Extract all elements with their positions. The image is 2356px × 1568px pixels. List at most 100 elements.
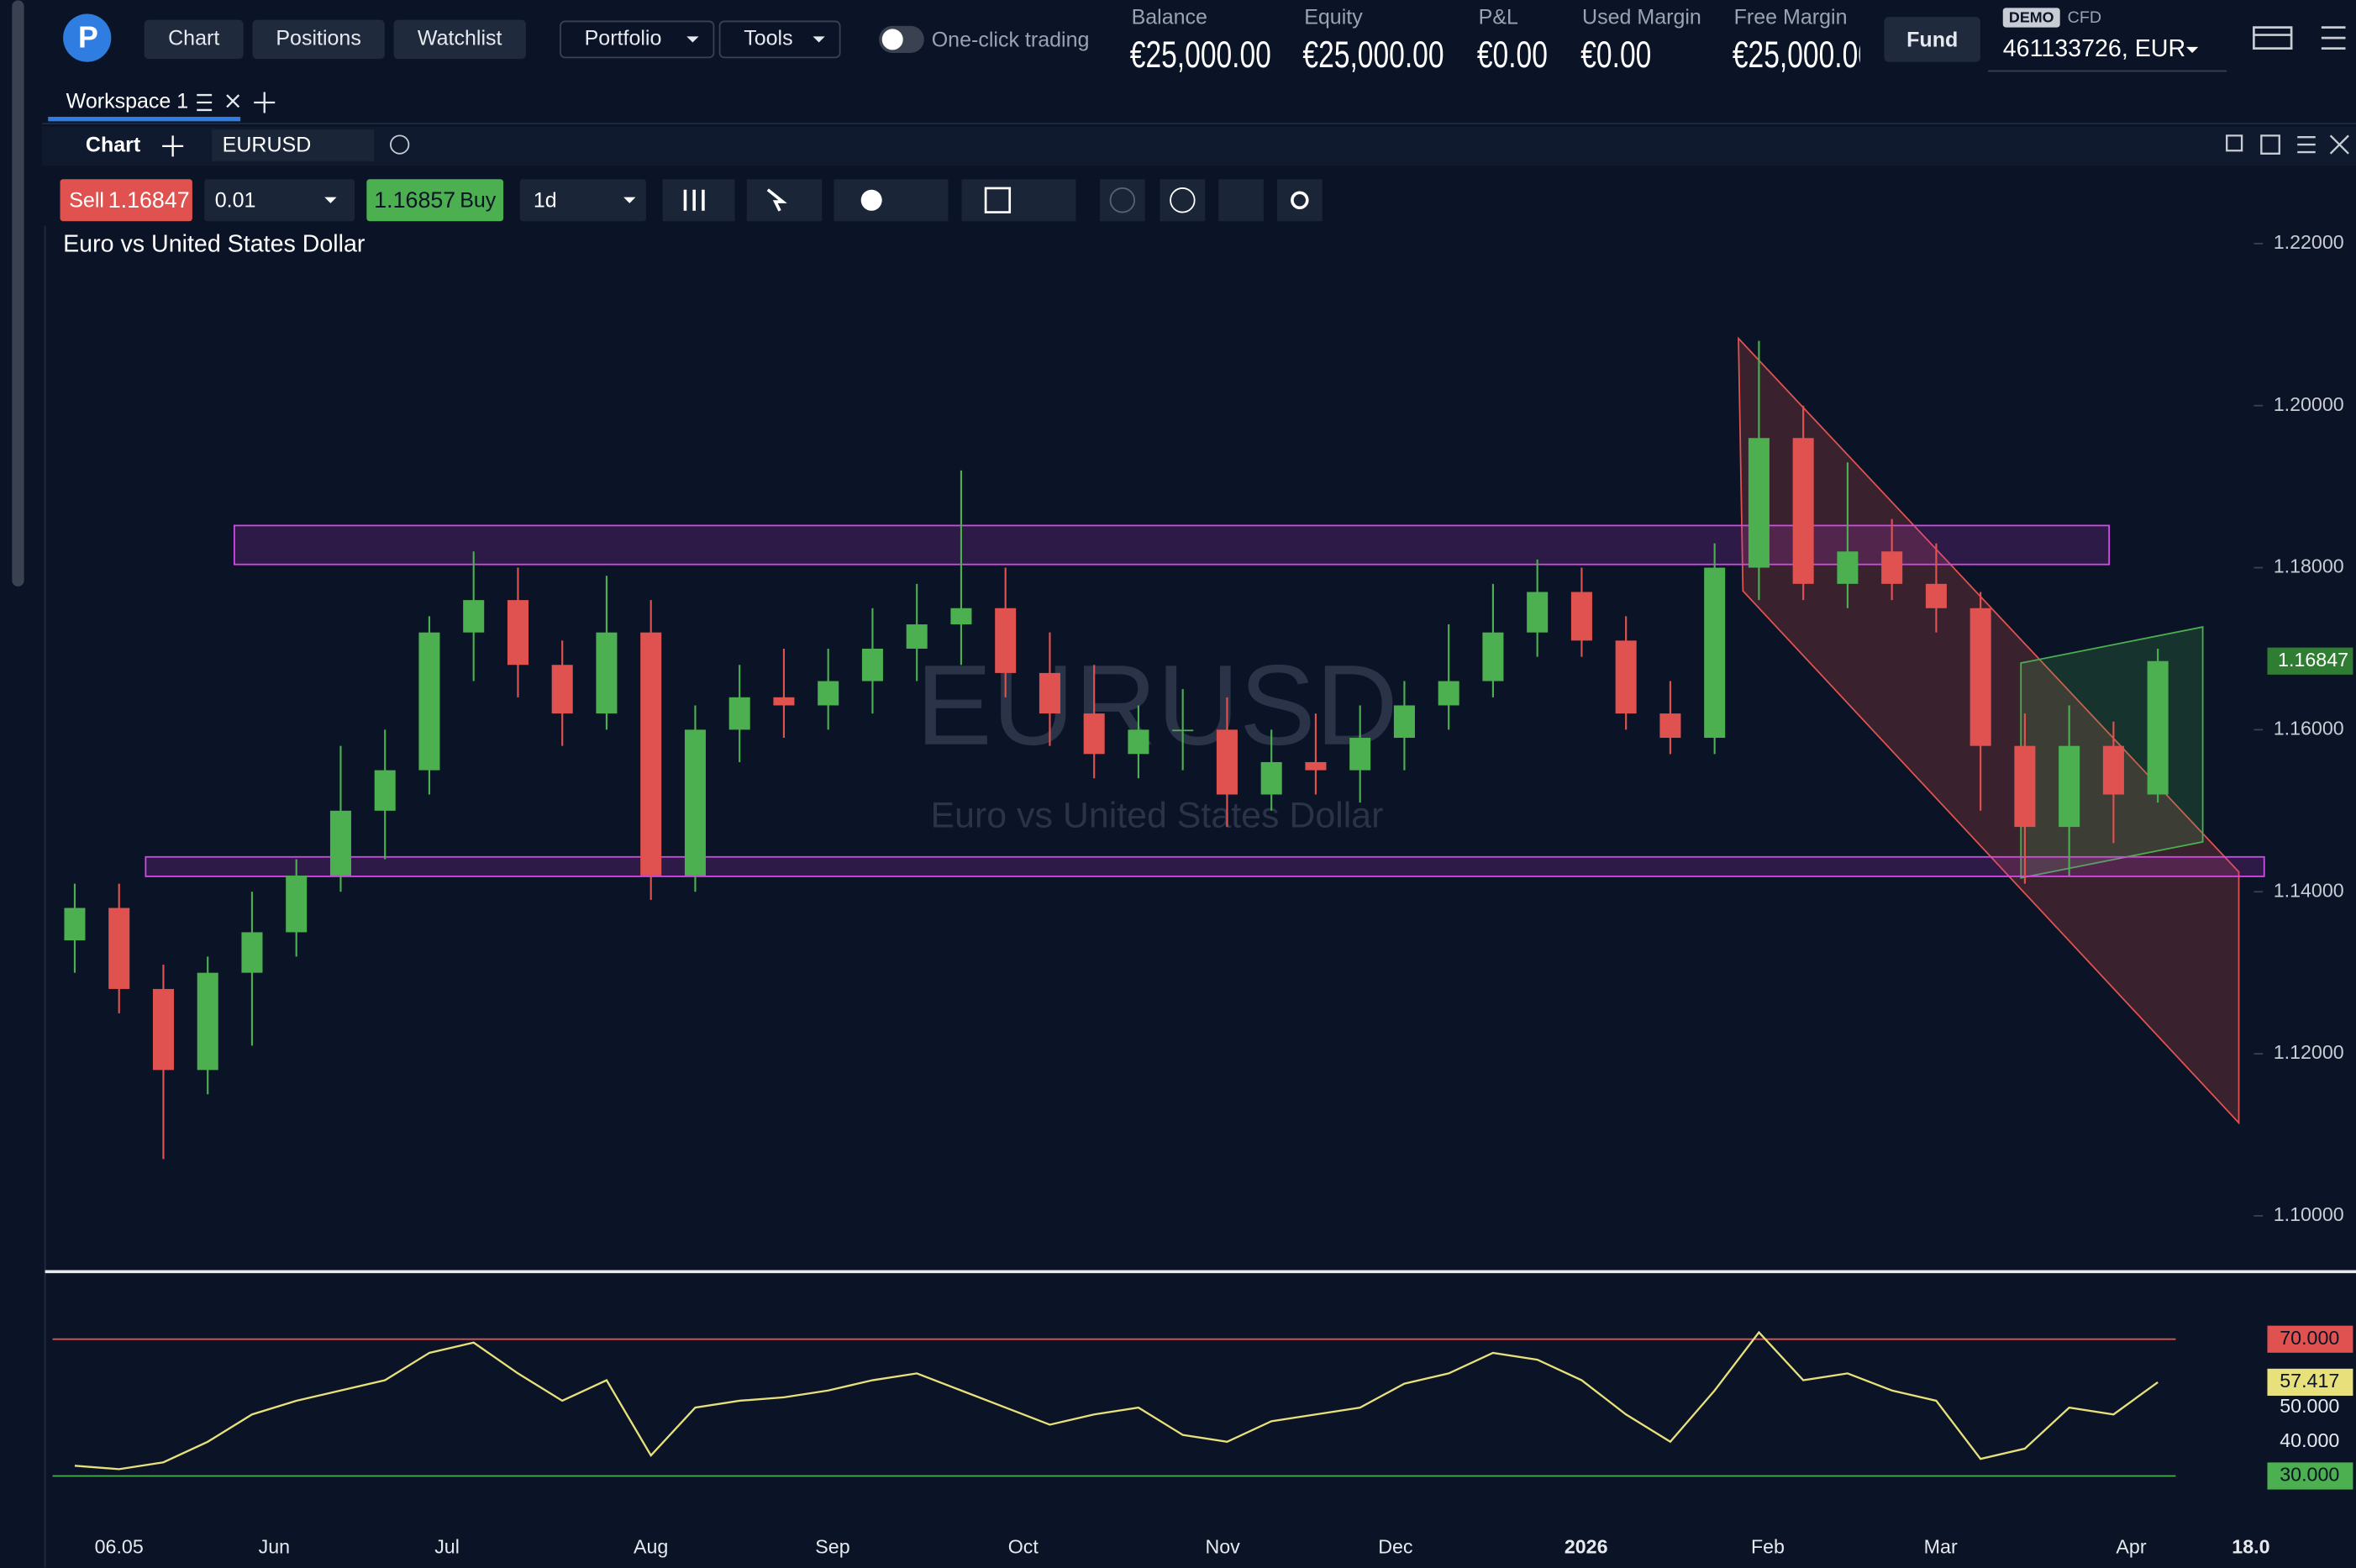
buy-button[interactable] (366, 179, 504, 222)
watermark: EURUSD (916, 641, 1398, 769)
interval-box[interactable] (519, 179, 646, 222)
x-tick-label: Jun (259, 1535, 290, 1557)
candle-body (2102, 745, 2124, 795)
candle-body (507, 600, 529, 666)
demo-badge (2002, 8, 2060, 28)
x-tick-label: Nov (1205, 1535, 1240, 1557)
candle-body (2014, 745, 2036, 828)
x-tick-label: Apr (2116, 1535, 2146, 1557)
menu-icon[interactable] (2321, 26, 2346, 50)
tool-button[interactable] (662, 179, 735, 222)
logo-mark: P (78, 20, 98, 54)
candle-body (1837, 551, 1859, 584)
layout-icon[interactable] (2253, 26, 2293, 50)
interval: 1d (534, 189, 557, 213)
x-tick-label: Oct (1008, 1535, 1039, 1557)
x-tick-label: 2026 (1565, 1535, 1608, 1557)
candle-body (1881, 551, 1903, 584)
level-label: 30.000 (2280, 1464, 2339, 1486)
tool-button[interactable] (1277, 179, 1323, 222)
y-tick-label: 1.16000 (2274, 718, 2344, 739)
candle-body (861, 648, 883, 681)
x-tick-label: Aug (634, 1535, 668, 1557)
level-label: 70.000 (2280, 1327, 2339, 1349)
rsi-pane: 70.000 30.000 50.000 40.000 57.417 (52, 1325, 2353, 1490)
stat-value: €25,000.00 (1733, 34, 1874, 76)
fund-button[interactable] (1884, 17, 1980, 62)
candle-body (818, 681, 839, 706)
info-icon[interactable] (390, 134, 410, 155)
tool-button[interactable] (1100, 179, 1145, 222)
x-tick-label: Feb (1751, 1535, 1785, 1557)
candle-body (906, 624, 928, 649)
candle-body (1748, 438, 1770, 568)
account[interactable]: 461133726, EUR (2003, 35, 2185, 62)
level-badge (2267, 1462, 2353, 1490)
candle-body (2059, 745, 2080, 828)
quantity-box[interactable] (204, 179, 355, 222)
x-tick-label: Sep (815, 1535, 849, 1557)
last-price-badge (2267, 647, 2353, 675)
zone (145, 855, 2265, 877)
y-tick-label: 1.10000 (2274, 1203, 2344, 1225)
y-tick-label: 1.12000 (2274, 1041, 2344, 1063)
stat-label: Equity (1304, 5, 1363, 29)
workspace-tab[interactable]: Workspace 1 (66, 90, 189, 113)
rsi-label: 57.417 (2280, 1370, 2339, 1392)
tab-icons[interactable] (197, 92, 276, 113)
symbol-box[interactable] (212, 129, 375, 161)
candle-body (1704, 567, 1726, 739)
candle-body (286, 875, 308, 933)
candle-body (64, 908, 86, 941)
tool-button[interactable] (834, 179, 949, 222)
add-icon[interactable] (162, 135, 184, 157)
menu-label: Tools (744, 27, 792, 50)
x-tick-label: Dec (1378, 1535, 1412, 1557)
menu-button[interactable] (560, 20, 715, 59)
menu-button[interactable] (718, 20, 841, 59)
price-chart: Euro vs United States Dollar EURUSD Euro… (63, 230, 2353, 1225)
candle-body (463, 600, 485, 633)
zone (233, 524, 2111, 566)
symbol: EURUSD (223, 133, 312, 156)
candle-body (596, 632, 618, 714)
buy-price: 1.16857 (374, 187, 455, 213)
panel-controls[interactable] (2226, 134, 2349, 155)
sell-price: 1.16847 (108, 187, 190, 213)
candle-body (1260, 761, 1282, 795)
stat-value: €0.00 (1580, 34, 1651, 76)
panel-header (42, 126, 2356, 166)
stat-value: €25,000.00 (1130, 34, 1271, 76)
candle-body (684, 729, 706, 876)
settings (1291, 191, 1309, 209)
candle-body (1438, 681, 1459, 706)
candle-body (2147, 660, 2169, 795)
y-tick-label: 1.20000 (2274, 393, 2344, 415)
candle-body (1570, 592, 1592, 641)
tool-button[interactable] (961, 179, 1076, 222)
tool-icons (683, 188, 787, 212)
nav-button[interactable] (393, 19, 526, 60)
sell-label: Sell (69, 189, 104, 213)
sell-button[interactable] (60, 179, 192, 222)
tool-button[interactable] (1160, 179, 1206, 222)
toggle-knob (881, 29, 903, 50)
tool-icon (860, 189, 882, 211)
nav-button[interactable] (144, 19, 244, 60)
candle-body (1393, 705, 1415, 739)
scrollbar (12, 0, 24, 587)
nav-button[interactable] (252, 19, 385, 60)
nav-label: Positions (276, 27, 361, 50)
candle-body (374, 770, 396, 811)
y-tick-label: 50.000 (2280, 1395, 2339, 1417)
rsi-line (74, 1330, 2159, 1471)
chart-title: Euro vs United States Dollar (63, 230, 365, 257)
tool-button[interactable] (746, 179, 823, 222)
stat-label: Used Margin (1582, 5, 1701, 29)
candle-body (197, 972, 218, 1071)
stat-value: €25,000.00 (1302, 34, 1444, 76)
tool-button[interactable] (1218, 179, 1264, 222)
candle-body (1925, 583, 1947, 608)
